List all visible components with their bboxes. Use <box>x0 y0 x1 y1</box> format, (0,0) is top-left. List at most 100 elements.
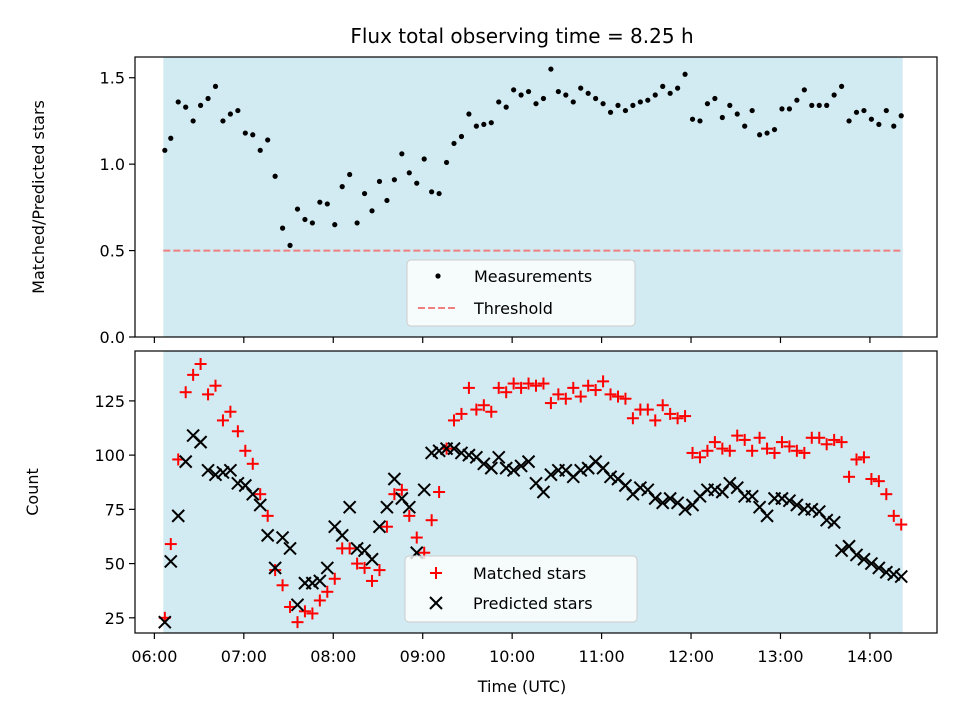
measurement-point <box>272 173 278 179</box>
measurement-point <box>607 109 614 115</box>
predicted-star-point <box>164 554 178 569</box>
bottom-legend: Matched stars Predicted stars <box>404 555 638 623</box>
top-y-tick-label: 1.5 <box>100 69 125 88</box>
top-y-tick-label: 0.0 <box>100 328 125 347</box>
matched-star-point <box>671 412 684 425</box>
matched-star-point <box>641 403 654 416</box>
predicted-star-point <box>305 576 320 590</box>
predicted-star-point <box>857 552 871 566</box>
matched-star-point <box>872 475 885 488</box>
matched-star-point <box>239 444 252 457</box>
legend-predicted-marker <box>429 596 443 610</box>
predicted-star-point <box>723 476 737 491</box>
measurement-point <box>637 99 643 105</box>
matched-star-point <box>455 407 468 420</box>
matched-star-point <box>216 414 229 427</box>
matched-star-point <box>820 438 833 451</box>
matched-star-point <box>850 453 863 466</box>
matched-star-point <box>403 509 416 522</box>
measurement-point <box>645 97 651 103</box>
matched-star-point <box>373 564 386 577</box>
measurement-point <box>578 85 584 91</box>
measurement-point <box>190 118 196 124</box>
legend-threshold-label: Threshold <box>473 299 553 318</box>
bottom-x-tick-label: 09:00 <box>400 647 446 666</box>
matched-star-point <box>656 399 669 412</box>
predicted-star-point <box>342 500 357 514</box>
matched-star-point <box>664 407 677 420</box>
predicted-star-point <box>603 470 618 484</box>
predicted-star-point <box>894 569 908 584</box>
predicted-star-point <box>365 552 379 566</box>
measurement-point <box>898 113 904 119</box>
predicted-star-point <box>335 528 349 543</box>
measurement-point <box>548 66 554 72</box>
predicted-star-point <box>320 561 335 575</box>
predicted-star-point <box>231 476 245 491</box>
predicted-star-point <box>208 467 223 482</box>
matched-star-point <box>753 431 766 444</box>
measurement-point <box>466 111 472 117</box>
matched-star-point <box>164 538 177 551</box>
matched-star-point <box>544 397 557 410</box>
measurement-point <box>421 156 427 162</box>
matched-star-point <box>492 381 505 394</box>
bottom-y-axis: 25 50 75 100 125 <box>94 392 135 628</box>
matched-star-point <box>679 410 692 423</box>
measurement-point <box>429 189 435 195</box>
matched-star-point <box>366 574 379 587</box>
matched-star-point <box>194 358 207 371</box>
matched-star-point <box>880 488 893 501</box>
matched-star-point <box>731 429 744 442</box>
predicted-star-point <box>760 509 774 523</box>
measurement-point <box>712 95 718 102</box>
bottom-panel: 25 50 75 100 125 06:00 07:00 08:00 09:00 10:00 11… <box>23 350 938 696</box>
matched-star-point <box>761 442 774 455</box>
bottom-x-tick-label: 13:00 <box>757 647 803 666</box>
measurement-point <box>399 151 405 157</box>
measurement-point <box>630 102 636 108</box>
measurement-point <box>197 102 204 108</box>
top-axes-frame <box>134 56 938 338</box>
matched-star-point <box>395 483 408 496</box>
measurement-point <box>801 87 807 93</box>
predicted-star-point <box>178 454 193 469</box>
top-y-tick-label: 1.0 <box>100 155 125 174</box>
matched-star-point <box>433 486 446 498</box>
measurement-point <box>503 104 509 110</box>
measurement-point <box>593 95 599 102</box>
matched-star-point <box>708 436 721 449</box>
bottom-x-tick-label: 07:00 <box>221 647 267 666</box>
top-x-axis <box>153 337 871 343</box>
measurement-point <box>838 83 845 89</box>
measurement-point <box>451 140 457 147</box>
measurement-point <box>719 114 725 121</box>
bottom-x-axis-label: Time (UTC) <box>477 677 566 696</box>
predicted-star-point <box>462 448 476 462</box>
matched-stars-series <box>158 358 908 629</box>
predicted-star-point <box>648 491 662 506</box>
measurement-point <box>675 85 681 91</box>
matched-star-point <box>246 457 259 470</box>
matched-star-point <box>619 392 632 405</box>
matched-star-point <box>693 451 706 464</box>
legend-predicted-label: Predicted stars <box>473 594 593 613</box>
measurement-point <box>250 132 256 138</box>
bottom-y-tick-label: 75 <box>105 500 125 519</box>
measurement-point <box>354 220 360 226</box>
matched-star-point <box>843 470 856 483</box>
predicted-stars-series <box>158 428 908 629</box>
predicted-star-point <box>171 509 185 523</box>
measurement-point <box>317 199 323 205</box>
predicted-star-point <box>454 446 469 460</box>
matched-star-point <box>179 386 192 399</box>
measurement-point <box>436 190 442 197</box>
predicted-star-point <box>544 467 558 482</box>
predicted-star-point <box>223 463 238 478</box>
predicted-star-point <box>313 574 327 588</box>
predicted-star-point <box>805 502 819 517</box>
measurement-point <box>570 99 576 105</box>
measurement-point <box>339 184 345 190</box>
matched-star-point <box>798 446 811 459</box>
